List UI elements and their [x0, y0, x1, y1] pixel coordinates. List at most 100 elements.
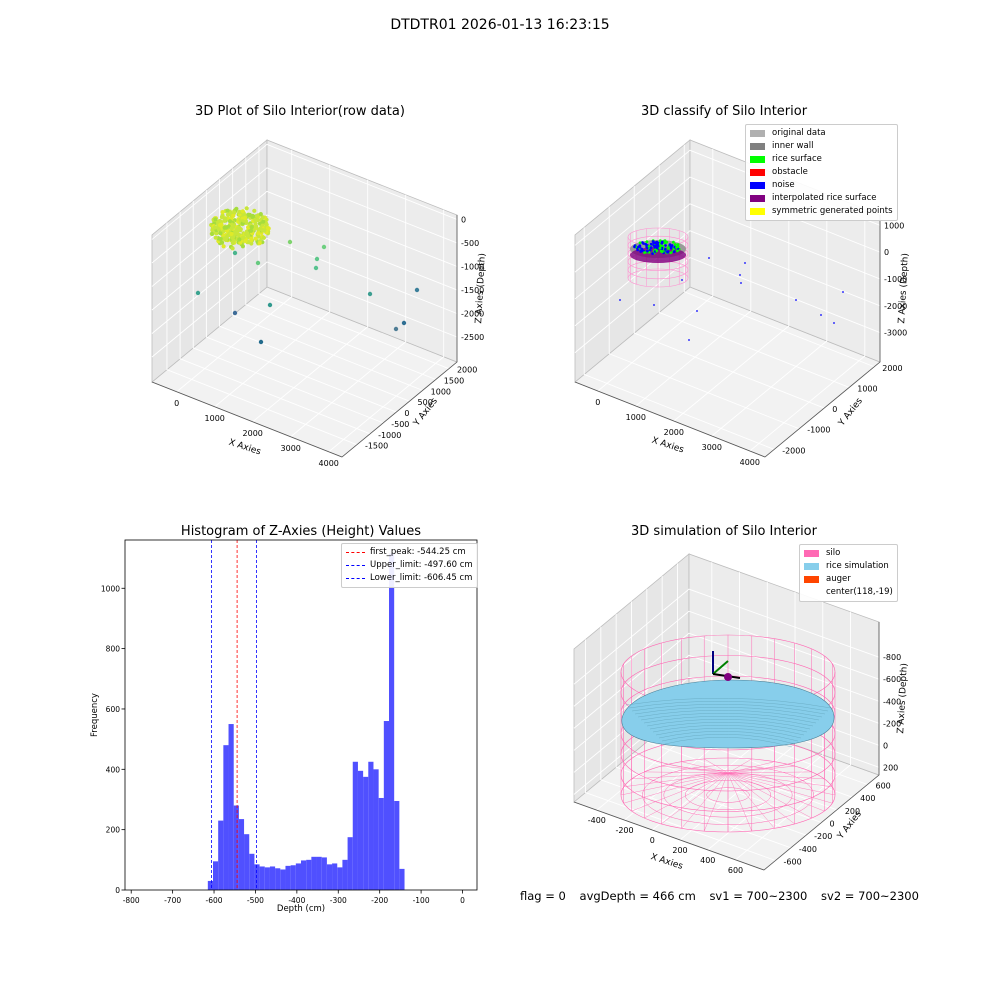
y-gridline — [608, 206, 800, 430]
classified-point — [676, 249, 679, 253]
x-tick-label: -300 — [330, 896, 347, 905]
histogram-bar — [368, 761, 374, 890]
histogram-bar — [213, 861, 219, 890]
silo-floor-spoke — [620, 772, 729, 796]
histogram-legend: first_peak: -544.25 cm Upper_limit: -497.… — [341, 543, 478, 588]
x-axis-line — [573, 801, 765, 871]
legend-swatch — [750, 182, 765, 189]
y-tick-label: -200 — [814, 832, 832, 841]
raw-data-point — [266, 226, 271, 231]
raw-data-point — [237, 237, 242, 242]
raw-data-point — [221, 229, 226, 234]
raw-data-point — [321, 244, 327, 250]
rice-surface-mesh — [655, 728, 802, 739]
raw-data-point — [232, 310, 238, 316]
classified-point — [640, 247, 644, 251]
x-tick-label: -800 — [123, 896, 140, 905]
x-tick-label: -500 — [247, 896, 264, 905]
silo-floor-spoke — [661, 765, 729, 774]
z-tick-label: -500 — [461, 239, 479, 248]
x-axis-label: X Axies — [649, 852, 684, 872]
x-tick-label: -400 — [588, 816, 606, 825]
raw-data-point — [227, 219, 233, 224]
histogram-bar — [228, 724, 234, 890]
classified-point — [666, 250, 669, 254]
histogram-bar — [238, 819, 245, 890]
y-gridline — [179, 211, 371, 435]
z-tick-label: -1000 — [884, 275, 907, 284]
y-axis-line — [764, 361, 881, 458]
z-tick-label: -600 — [883, 675, 901, 684]
raw-data-point — [267, 302, 273, 308]
x-tick-label: 2000 — [243, 429, 263, 438]
legend-label: symmetric generated points — [772, 206, 893, 216]
y-axis-label: Y Axies — [836, 396, 865, 429]
silo-floor-spoke — [623, 772, 729, 804]
y-tick-label: 200 — [106, 826, 121, 835]
raw-data-point — [247, 212, 252, 218]
histogram-bar — [249, 853, 255, 890]
z-tick-label: -1000 — [461, 262, 484, 271]
histogram-bar — [285, 865, 291, 890]
classified-point — [651, 252, 654, 256]
raw-data-point — [242, 215, 247, 221]
silo-floor-spoke — [704, 772, 729, 832]
y-tick-label: 200 — [845, 807, 860, 816]
raw-data-point — [249, 228, 254, 233]
y-tick-label: 1500 — [444, 377, 464, 386]
y-tick-label: 2000 — [882, 364, 902, 373]
x-tick-label: 400 — [700, 856, 715, 865]
legend-label: noise — [772, 180, 795, 190]
legend-swatch — [804, 589, 819, 596]
x-tick-label: 3000 — [281, 444, 301, 453]
rice-surface-mesh — [664, 737, 793, 748]
x-tick-label: 1000 — [205, 414, 225, 423]
y-axis-line — [763, 774, 880, 871]
x-tick-label: -100 — [413, 896, 430, 905]
classified-point — [664, 244, 667, 247]
auger-marker — [724, 673, 732, 681]
silo-floor-spoke — [704, 758, 729, 774]
histogram-bar — [311, 856, 317, 890]
y-gridline — [192, 200, 384, 424]
noise-point — [696, 310, 698, 312]
histogram-bar — [347, 837, 353, 890]
raw-data-point — [237, 209, 242, 215]
histogram-bar — [290, 865, 296, 890]
legend-swatch — [750, 208, 765, 215]
histogram-bar — [275, 868, 281, 890]
y-gridline — [585, 639, 776, 861]
x-gridline — [735, 611, 851, 861]
classified-point — [649, 242, 653, 246]
rice-surface-mesh — [640, 713, 817, 724]
histogram-bar — [332, 863, 338, 890]
raw-data-point — [216, 226, 221, 231]
raw-data-point — [229, 231, 234, 236]
z-gridline — [573, 610, 880, 707]
legend-entry: Upper_limit: -497.60 cm — [346, 559, 473, 572]
legend-label: obstacle — [772, 167, 808, 177]
raw-data-point — [221, 244, 226, 249]
z-axis-label: Z Axies (Depth) — [896, 663, 910, 734]
legend-entry: original data — [750, 127, 893, 140]
raw-panel-title: 3D Plot of Silo Interior(row data) — [195, 104, 405, 119]
histogram-bar — [259, 866, 265, 890]
legend-label: rice surface — [772, 154, 822, 164]
z-gridline — [574, 230, 881, 327]
y-tick-label: 500 — [418, 398, 433, 407]
panel-simulation-3d: -400-2000200400600-600-400-2000200400600… — [573, 553, 910, 875]
raw-data-point — [314, 256, 320, 262]
histogram-bar — [269, 866, 276, 890]
classified-point — [638, 245, 642, 249]
y-tick-label: -600 — [784, 858, 802, 867]
y-tick-label: -1500 — [365, 442, 388, 451]
avg-depth-text: avgDepth = 466 cm — [579, 889, 696, 903]
legend-line-swatch — [346, 552, 365, 553]
histogram-bar — [207, 880, 213, 890]
legend-entry: rice surface — [750, 153, 893, 166]
noise-point — [795, 299, 797, 301]
rice-surface-mesh — [625, 698, 832, 709]
raw-data-point — [240, 209, 245, 214]
y-gridline — [683, 144, 875, 368]
y-tick-label: -1000 — [378, 431, 401, 440]
